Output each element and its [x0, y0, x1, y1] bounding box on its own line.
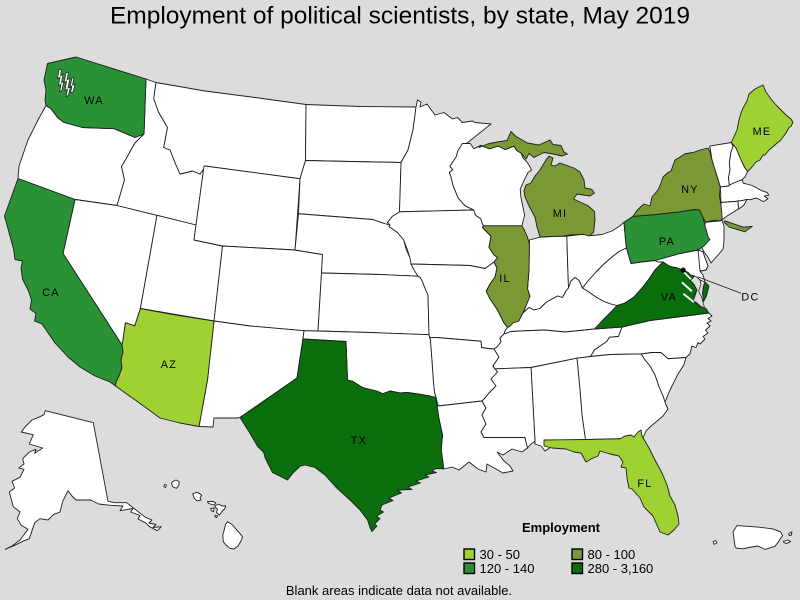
- svg-text:AZ: AZ: [161, 359, 177, 371]
- svg-text:IL: IL: [499, 273, 511, 285]
- svg-text:280 - 3,160: 280 - 3,160: [588, 561, 654, 576]
- svg-text:VA: VA: [661, 292, 677, 304]
- svg-text:Blank areas indicate data not: Blank areas indicate data not available.: [286, 583, 512, 598]
- svg-text:ME: ME: [753, 126, 772, 138]
- svg-text:NY: NY: [681, 184, 699, 196]
- svg-text:WA: WA: [84, 95, 104, 107]
- svg-text:Employment: Employment: [522, 520, 601, 535]
- svg-text:80 - 100: 80 - 100: [588, 547, 636, 562]
- svg-text:PA: PA: [659, 236, 675, 248]
- svg-text:Employment of political scient: Employment of political scientists, by s…: [110, 3, 690, 30]
- svg-text:30 - 50: 30 - 50: [480, 547, 520, 562]
- svg-text:DC: DC: [741, 292, 759, 304]
- svg-text:CA: CA: [42, 287, 60, 299]
- svg-text:120 - 140: 120 - 140: [480, 561, 535, 576]
- svg-text:MI: MI: [553, 208, 568, 220]
- svg-text:FL: FL: [637, 478, 652, 490]
- svg-text:TX: TX: [351, 435, 367, 447]
